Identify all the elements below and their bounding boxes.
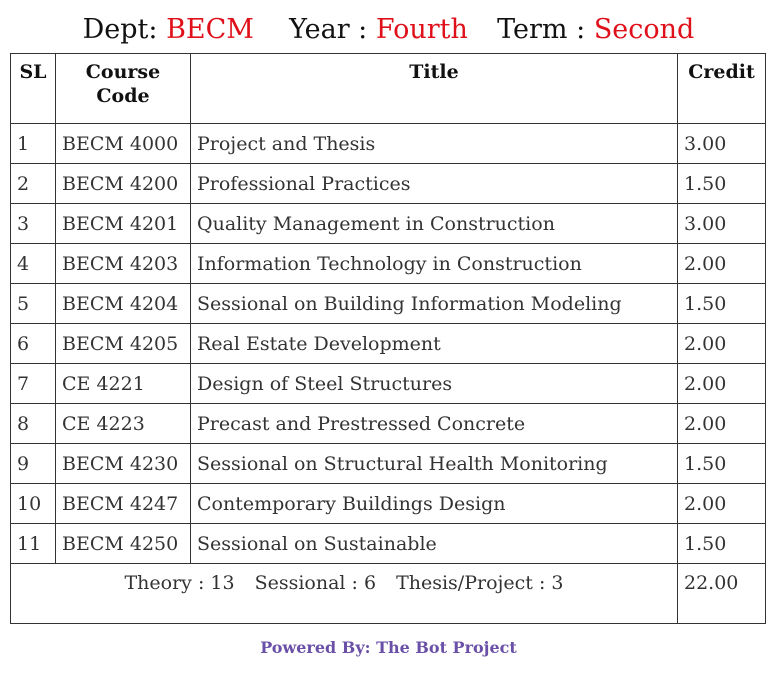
term-label: Term : <box>497 14 586 45</box>
course-code-cell: BECM 4201 <box>55 203 191 244</box>
sessional-count: Sessional : 6 <box>254 572 377 594</box>
course-code-cell: BECM 4204 <box>55 283 191 324</box>
credit-cell: 3.00 <box>677 203 766 244</box>
dept-value: BECM <box>166 14 254 45</box>
sl-cell: 7 <box>10 363 56 404</box>
credit-cell: 2.00 <box>677 403 766 444</box>
course-title-cell: Sessional on Sustainable <box>190 523 678 564</box>
column-header-title: Title <box>190 53 678 124</box>
table-row: 6 BECM 4205 Real Estate Development 2.00 <box>10 323 766 364</box>
course-title-cell: Information Technology in Construction <box>190 243 678 284</box>
sl-cell: 3 <box>10 203 56 244</box>
course-title-cell: Sessional on Building Information Modeli… <box>190 283 678 324</box>
course-code-cell: BECM 4250 <box>55 523 191 564</box>
course-title-cell: Real Estate Development <box>190 323 678 364</box>
year-label: Year : <box>289 14 368 45</box>
total-credit: 22.00 <box>677 563 766 624</box>
course-code-cell: BECM 4247 <box>55 483 191 524</box>
course-code-cell: BECM 4230 <box>55 443 191 484</box>
sl-cell: 1 <box>10 123 56 164</box>
sl-cell: 5 <box>10 283 56 324</box>
table-row: 11 BECM 4250 Sessional on Sustainable 1.50 <box>10 523 766 564</box>
thesis-project-count: Thesis/Project : 3 <box>396 572 564 594</box>
course-code-cell: CE 4221 <box>55 363 191 404</box>
credit-cell: 1.50 <box>677 163 766 204</box>
sl-cell: 9 <box>10 443 56 484</box>
table-row: 9 BECM 4230 Sessional on Structural Health… <box>10 443 766 484</box>
table-row: 1 BECM 4000 Project and Thesis 3.00 <box>10 123 766 164</box>
course-title-cell: Contemporary Buildings Design <box>190 483 678 524</box>
course-title-cell: Quality Management in Construction <box>190 203 678 244</box>
page-header: Dept: BECM Year : Fourth Term : Second <box>0 12 777 48</box>
course-table: SL Course Code Title Credit 1 BECM 4000 Pr… <box>10 53 766 624</box>
column-header-sl: SL <box>10 53 56 124</box>
credit-cell: 1.50 <box>677 443 766 484</box>
table-row: 3 BECM 4201 Quality Management in Construc… <box>10 203 766 244</box>
sl-cell: 4 <box>10 243 56 284</box>
column-header-credit: Credit <box>677 53 766 124</box>
year-value: Fourth <box>375 14 468 45</box>
credit-cell: 2.00 <box>677 483 766 524</box>
course-title-cell: Professional Practices <box>190 163 678 204</box>
dept-label: Dept: <box>82 14 158 45</box>
summary-row: Theory : 13 Sessional : 6 Thesis/Project :… <box>10 563 766 624</box>
table-row: 7 CE 4221 Design of Steel Structures 2.00 <box>10 363 766 404</box>
course-title-cell: Design of Steel Structures <box>190 363 678 404</box>
powered-by-footer: Powered By: The Bot Project <box>260 638 517 657</box>
table-row: 2 BECM 4200 Professional Practices 1.50 <box>10 163 766 204</box>
table-row: 5 BECM 4204 Sessional on Building Informat… <box>10 283 766 324</box>
term-value: Second <box>593 14 695 45</box>
credit-cell: 2.00 <box>677 243 766 284</box>
table-row: 10 BECM 4247 Contemporary Buildings Design… <box>10 483 766 524</box>
column-header-course-code: Course Code <box>55 53 191 124</box>
course-code-cell: BECM 4203 <box>55 243 191 284</box>
course-code-cell: BECM 4200 <box>55 163 191 204</box>
table-row: 8 CE 4223 Precast and Prestressed Concrete… <box>10 403 766 444</box>
credit-cell: 1.50 <box>677 523 766 564</box>
sl-cell: 2 <box>10 163 56 204</box>
sl-cell: 11 <box>10 523 56 564</box>
theory-count: Theory : 13 <box>124 572 235 594</box>
table-row: 4 BECM 4203 Information Technology in Cons… <box>10 243 766 284</box>
course-rows: 1 BECM 4000 Project and Thesis 3.00 2 BECM 42… <box>10 123 766 564</box>
course-code-cell: BECM 4205 <box>55 323 191 364</box>
sl-cell: 6 <box>10 323 56 364</box>
course-title-cell: Precast and Prestressed Concrete <box>190 403 678 444</box>
credit-cell: 1.50 <box>677 283 766 324</box>
course-title-cell: Project and Thesis <box>190 123 678 164</box>
course-code-cell: BECM 4000 <box>55 123 191 164</box>
table-header-row: SL Course Code Title Credit <box>10 53 766 124</box>
sl-cell: 8 <box>10 403 56 444</box>
course-code-cell: CE 4223 <box>55 403 191 444</box>
sl-cell: 10 <box>10 483 56 524</box>
course-title-cell: Sessional on Structural Health Monitorin… <box>190 443 678 484</box>
credit-breakdown: Theory : 13 Sessional : 6 Thesis/Project :… <box>10 563 678 624</box>
credit-cell: 2.00 <box>677 323 766 364</box>
credit-cell: 3.00 <box>677 123 766 164</box>
credit-cell: 2.00 <box>677 363 766 404</box>
